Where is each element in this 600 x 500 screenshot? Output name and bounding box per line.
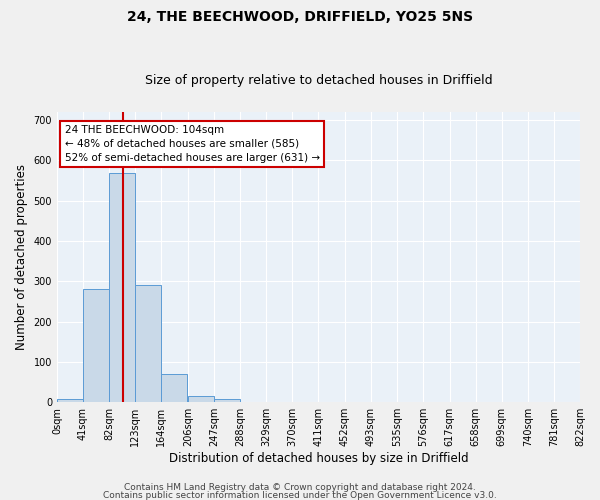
- Bar: [161, 374, 187, 402]
- X-axis label: Distribution of detached houses by size in Driffield: Distribution of detached houses by size …: [169, 452, 468, 465]
- Bar: [57, 400, 83, 402]
- Text: Contains HM Land Registry data © Crown copyright and database right 2024.: Contains HM Land Registry data © Crown c…: [124, 484, 476, 492]
- Text: 24, THE BEECHWOOD, DRIFFIELD, YO25 5NS: 24, THE BEECHWOOD, DRIFFIELD, YO25 5NS: [127, 10, 473, 24]
- Text: Contains public sector information licensed under the Open Government Licence v3: Contains public sector information licen…: [103, 490, 497, 500]
- Bar: [83, 289, 109, 402]
- Text: 24 THE BEECHWOOD: 104sqm
← 48% of detached houses are smaller (585)
52% of semi-: 24 THE BEECHWOOD: 104sqm ← 48% of detach…: [65, 124, 320, 162]
- Y-axis label: Number of detached properties: Number of detached properties: [15, 164, 28, 350]
- Bar: [109, 174, 135, 402]
- Bar: [214, 398, 240, 402]
- Bar: [188, 396, 214, 402]
- Title: Size of property relative to detached houses in Driffield: Size of property relative to detached ho…: [145, 74, 492, 87]
- Bar: [135, 285, 161, 402]
